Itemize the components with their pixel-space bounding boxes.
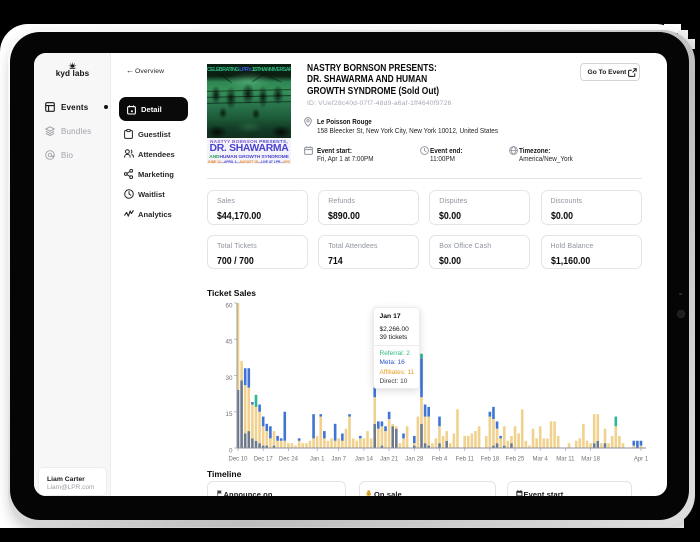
svg-text:0: 0 (229, 447, 233, 454)
svg-text:Apr 1: Apr 1 (634, 456, 649, 462)
svg-text:Mar 18: Mar 18 (581, 456, 600, 462)
svg-text:Feb 18: Feb 18 (481, 456, 500, 462)
svg-text:Jan 14: Jan 14 (355, 456, 374, 462)
svg-text:Dec 17: Dec 17 (254, 456, 274, 462)
svg-text:Jan 28: Jan 28 (405, 456, 424, 462)
svg-text:Dec 10: Dec 10 (228, 456, 248, 462)
svg-text:Feb 4: Feb 4 (432, 456, 448, 462)
svg-text:60: 60 (225, 302, 233, 309)
svg-text:30: 30 (225, 374, 233, 381)
svg-text:Mar 4: Mar 4 (533, 456, 549, 462)
svg-text:Jan 7: Jan 7 (331, 456, 346, 462)
svg-text:45: 45 (225, 338, 233, 345)
svg-text:Mar 11: Mar 11 (556, 456, 575, 462)
svg-text:Feb 25: Feb 25 (506, 456, 525, 462)
svg-text:Feb 11: Feb 11 (456, 456, 475, 462)
svg-text:Jan 1: Jan 1 (310, 456, 325, 462)
svg-text:Jan 21: Jan 21 (380, 456, 399, 462)
svg-text:Dec 24: Dec 24 (279, 456, 299, 462)
svg-text:15: 15 (225, 411, 233, 418)
